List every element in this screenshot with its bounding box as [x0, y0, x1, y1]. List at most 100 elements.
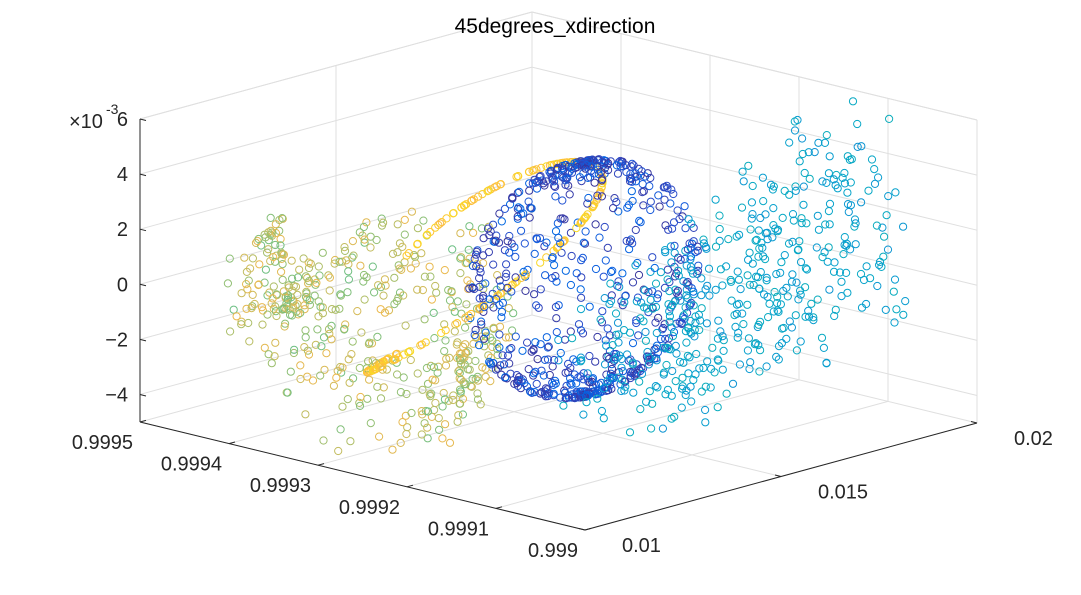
scatter-point [287, 256, 296, 265]
scatter-point [843, 188, 852, 197]
scatter-point [322, 349, 331, 358]
scatter-point [484, 351, 493, 360]
scatter-point [378, 361, 387, 370]
scatter-point [599, 272, 608, 281]
x-tick-label: 0.9992 [339, 497, 400, 519]
x-tick [584, 527, 592, 531]
scatter-point [739, 320, 748, 329]
scatter-point [788, 237, 797, 246]
scatter-point [581, 227, 590, 236]
scatter-point [356, 261, 365, 270]
scatter-point [668, 366, 677, 376]
scatter-point [286, 310, 295, 319]
scatter-point [258, 306, 267, 315]
scatter-point [791, 186, 800, 195]
scatter-point [550, 177, 559, 186]
scatter-point [561, 180, 570, 189]
scatter-point [643, 169, 652, 178]
scatter-point [600, 222, 609, 232]
scatter-point [431, 223, 440, 232]
scatter-point [596, 315, 605, 324]
scatter-point [779, 286, 788, 296]
scatter-point [532, 301, 541, 310]
scatter-point [505, 359, 514, 368]
scatter-point [680, 202, 689, 211]
scatter-point [642, 397, 651, 406]
scatter-point [659, 368, 669, 377]
scatter-point [530, 290, 539, 299]
scatter-point [480, 303, 489, 312]
scatter-point [543, 355, 553, 364]
scatter-point [338, 257, 347, 266]
scatter-point [481, 332, 490, 341]
scatter-point [393, 248, 402, 257]
scatter-point [258, 320, 267, 329]
scatter-point [705, 291, 714, 300]
scatter-point [796, 290, 805, 299]
scatter-point [489, 260, 498, 269]
scatter-point [364, 357, 373, 366]
scatter-point [891, 188, 900, 197]
scatter-point [829, 175, 838, 184]
scatter-point [661, 390, 670, 399]
scatter-point [829, 267, 839, 276]
scatter-point [548, 175, 557, 184]
scatter-point [733, 267, 742, 276]
scatter-point [840, 179, 850, 188]
scatter-point [548, 253, 557, 262]
scatter-point [762, 276, 771, 285]
scatter-point [631, 225, 640, 235]
scatter-point [787, 323, 797, 332]
scatter-point [498, 351, 507, 360]
scatter-point [641, 336, 651, 345]
scatter-point [237, 320, 246, 329]
scatter-point [691, 312, 700, 321]
scatter-point [656, 268, 666, 277]
scatter-point [457, 253, 466, 262]
scatter-point [825, 220, 834, 229]
scatter-point [314, 297, 323, 306]
scatter-point [879, 252, 888, 261]
scatter-point [404, 347, 413, 357]
scatter-point [525, 213, 534, 222]
scatter-point [355, 363, 364, 373]
scatter-point [711, 195, 720, 204]
scatter-point [430, 405, 439, 415]
scatter-point [667, 185, 676, 194]
scatter-point [293, 290, 302, 299]
scatter-point [357, 328, 366, 337]
scatter-point [548, 378, 557, 387]
scatter-point [699, 363, 708, 373]
scatter-point [743, 271, 752, 280]
scatter-point [423, 423, 432, 432]
scatter-point [301, 410, 310, 419]
scatter-point [660, 320, 669, 329]
scatter-point [450, 307, 459, 316]
scatter-point [248, 290, 257, 299]
scatter-point [762, 362, 771, 371]
labels-layer: 0.999 0.9991 0.9992 0.9993 0.9994 0.9995 0.01 0… [72, 109, 1053, 562]
scatter-point [754, 252, 763, 261]
scatter-point [683, 294, 692, 303]
scatter-point [568, 334, 577, 343]
scatter-point [568, 164, 577, 173]
scatter-point [557, 172, 567, 181]
scatter-point [609, 204, 618, 213]
scatter-point [468, 261, 477, 271]
scatter-point [511, 332, 520, 341]
scatter-point [440, 395, 449, 404]
scatter-point [732, 232, 741, 241]
scatter-point [537, 163, 546, 172]
scatter-point [533, 355, 542, 364]
scatter-point [449, 209, 458, 218]
scatter-point [343, 395, 352, 404]
scatter-point [676, 296, 685, 305]
scatter-point [862, 262, 871, 271]
scatter-point [647, 424, 656, 433]
scatter-point [541, 271, 550, 280]
scatter-point [332, 373, 341, 382]
scatter-point [830, 311, 839, 321]
scatter-point [348, 237, 357, 246]
scatter-point [381, 281, 390, 290]
